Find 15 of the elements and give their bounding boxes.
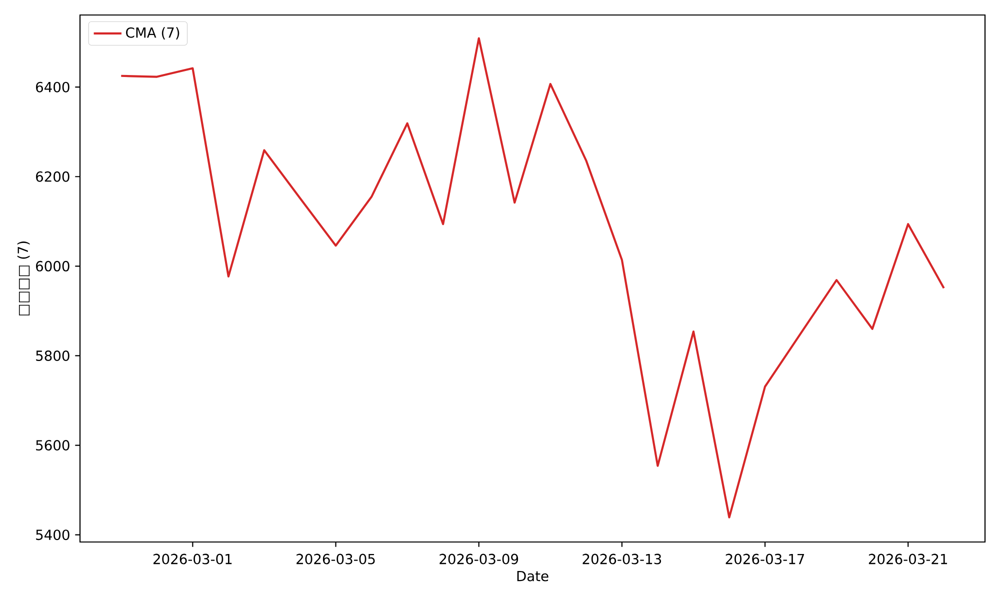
y-tick-label: 6200 — [36, 171, 70, 182]
y-axis-title: □□□□ (7) — [17, 242, 30, 316]
legend-label: CMA (7) — [126, 27, 180, 40]
x-tick-label: 2026-03-09 — [440, 554, 518, 564]
x-tick-label: 2026-03-05 — [296, 554, 375, 564]
y-tick-label: 5400 — [36, 530, 70, 540]
y-tick-label: 6000 — [36, 260, 70, 272]
y-tick-label: 5800 — [36, 350, 70, 361]
x-tick-label: 2026-03-17 — [726, 554, 804, 564]
x-tick-label: 2026-03-01 — [153, 554, 232, 564]
x-tick-label: 2026-03-21 — [868, 554, 948, 564]
y-tick-label: 5600 — [36, 440, 70, 451]
y-tick-label: 6400 — [36, 82, 70, 92]
x-tick-label: 2026-03-13 — [582, 554, 662, 564]
x-axis-title: Date — [517, 571, 548, 582]
